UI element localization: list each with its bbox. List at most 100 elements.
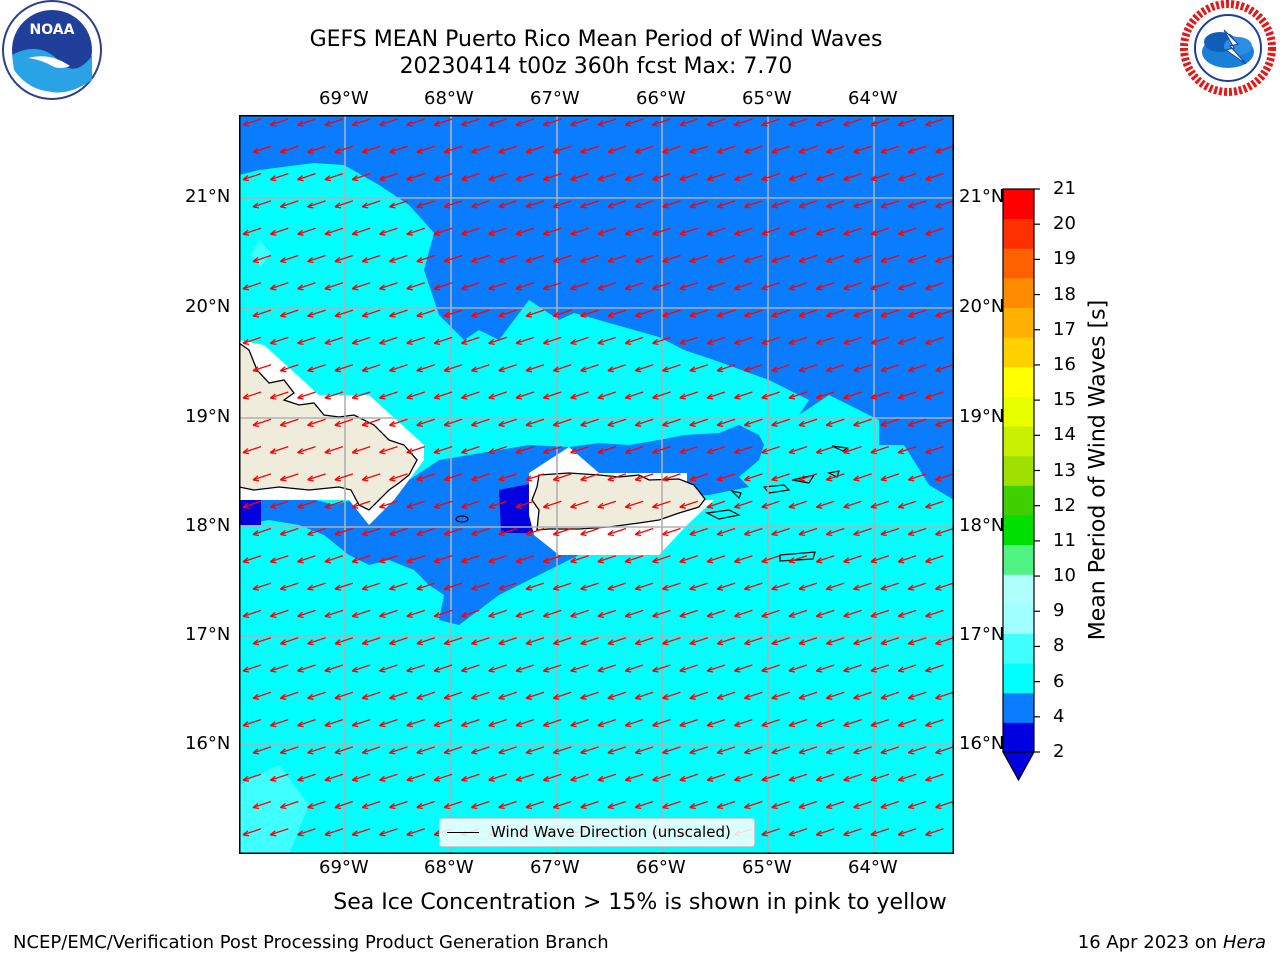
wind-wave-arrow (788, 718, 808, 727)
wind-wave-arrow (935, 746, 954, 754)
wind-wave-arrowhead (652, 120, 659, 127)
wind-wave-arrowhead (460, 448, 468, 455)
wind-wave-arrowhead (542, 557, 550, 564)
wind-wave-arrowhead (607, 693, 615, 700)
wind-wave-arrowhead (624, 502, 632, 509)
wind-wave-arrowhead (460, 175, 468, 182)
wind-wave-arrow (935, 637, 954, 645)
wind-wave-arrow (734, 555, 753, 563)
wind-wave-arrowhead (843, 502, 850, 509)
wind-wave-arrow (662, 145, 681, 153)
wind-wave-arrowhead (679, 611, 686, 619)
wind-wave-arrow (689, 473, 709, 481)
wind-wave-arrowhead (706, 175, 714, 182)
wind-wave-arrow (634, 637, 654, 645)
wind-wave-arrowhead (679, 120, 686, 127)
wind-wave-arrowhead (515, 502, 523, 509)
wind-wave-arrow (307, 418, 326, 426)
wind-wave-arrowhead (761, 393, 768, 400)
wind-wave-arrowhead (433, 175, 441, 182)
wind-wave-arrowhead (771, 802, 778, 810)
wind-wave-arrowhead (815, 775, 823, 782)
wind-wave-arrowhead (307, 366, 314, 373)
wind-wave-arrowhead (825, 147, 833, 154)
wind-wave-arrow (925, 664, 944, 672)
wind-wave-arrowhead (361, 420, 369, 427)
wind-wave-arrow (925, 828, 944, 836)
wind-wave-arrow (761, 555, 780, 563)
wind-wave-arrow (761, 828, 780, 836)
wind-wave-arrow (761, 500, 780, 508)
wind-wave-arrow (907, 637, 927, 645)
lat-label-right-18n: 18°N (959, 515, 1005, 536)
wind-wave-arrow (324, 609, 344, 618)
wind-wave-arrowhead (525, 311, 533, 318)
wind-wave-arrow (361, 364, 381, 372)
colorbar-tick-label: 12 (1053, 494, 1076, 516)
wind-wave-arrow (689, 691, 709, 699)
wind-wave-arrow (361, 200, 381, 208)
wind-wave-arrow (607, 800, 627, 809)
wind-wave-arrow (853, 527, 872, 536)
wind-wave-arrow (570, 282, 589, 290)
wind-wave-arrow (488, 718, 507, 727)
wind-wave-arrowhead (706, 393, 714, 400)
wind-wave-arrowhead (798, 802, 806, 810)
wind-wave-arrowhead (379, 393, 386, 400)
wind-wave-arrow (525, 309, 545, 317)
wind-wave-arrowhead (252, 693, 260, 700)
wind-wave-arrow (843, 282, 862, 290)
wind-wave-arrowhead (689, 311, 696, 318)
wind-wave-arrow (843, 445, 862, 454)
wind-wave-arrow (897, 391, 917, 399)
colorbar-tick-label: 19 (1053, 248, 1076, 270)
wind-wave-arrowhead (771, 693, 778, 700)
wind-wave-arrowhead (706, 721, 714, 728)
wind-wave-arrow (925, 609, 944, 618)
wind-wave-arrowhead (525, 639, 533, 646)
wind-wave-arrowhead (515, 666, 523, 673)
wind-wave-arrow (843, 118, 862, 126)
wind-wave-arrow (471, 800, 490, 809)
wind-wave-arrowhead (935, 529, 942, 537)
wind-wave-arrow (488, 500, 507, 508)
wind-wave-arrowhead (825, 256, 833, 264)
wind-wave-arrow (897, 118, 917, 126)
wind-wave-arrowhead (269, 448, 277, 455)
wind-wave-arrowhead (334, 639, 342, 646)
wind-wave-arrowhead (470, 802, 478, 810)
colorbar-band (1003, 218, 1034, 249)
wind-wave-arrowhead (652, 284, 659, 291)
colorbar-tick-label: 20 (1053, 213, 1076, 235)
wind-wave-arrowhead (733, 229, 741, 236)
wind-wave-arrow (570, 555, 589, 563)
wind-wave-arrow (252, 309, 272, 317)
wind-wave-arrow (634, 527, 654, 536)
colorbar-band (1003, 396, 1034, 427)
wind-wave-arrowhead (716, 147, 724, 154)
wind-wave-arrow (744, 200, 763, 208)
wind-wave-arrow (689, 582, 709, 590)
wind-wave-arrowhead (498, 693, 505, 700)
wind-wave-arrow (433, 336, 453, 345)
wind-wave-arrow (515, 445, 535, 454)
wind-wave-arrow (662, 200, 681, 208)
wind-wave-arrow (761, 282, 780, 290)
wind-wave-arrow (461, 445, 480, 454)
wind-wave-arrowhead (242, 775, 250, 782)
wind-wave-arrowhead (570, 120, 577, 127)
wind-wave-arrow (843, 172, 862, 181)
wind-wave-arrowhead (798, 311, 806, 318)
wind-wave-arrowhead (825, 693, 833, 700)
wind-wave-arrowhead (870, 284, 878, 291)
wind-wave-arrowhead (525, 420, 533, 427)
wind-wave-arrowhead (733, 502, 741, 509)
wind-wave-arrowhead (907, 420, 915, 427)
wind-wave-arrow (461, 336, 480, 345)
wind-wave-arrow (716, 800, 736, 809)
wind-wave-arrowhead (788, 393, 796, 400)
wind-wave-arrowhead (443, 202, 451, 209)
wind-wave-arrowhead (542, 502, 550, 509)
wind-wave-arrow (826, 200, 845, 208)
wind-wave-arrowhead (580, 311, 587, 318)
